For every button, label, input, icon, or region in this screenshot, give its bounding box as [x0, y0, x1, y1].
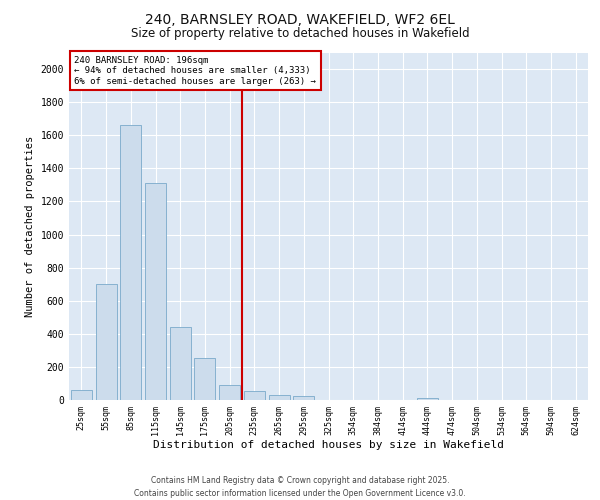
Bar [120, 126, 141, 400]
Bar [95, 284, 116, 400]
Bar [170, 327, 191, 400]
X-axis label: Distribution of detached houses by size in Wakefield: Distribution of detached houses by size … [153, 440, 504, 450]
Text: Contains HM Land Registry data © Crown copyright and database right 2025.
Contai: Contains HM Land Registry data © Crown c… [134, 476, 466, 498]
Bar [293, 396, 314, 400]
Bar [194, 358, 215, 400]
Bar [71, 390, 92, 400]
Text: 240 BARNSLEY ROAD: 196sqm
← 94% of detached houses are smaller (4,333)
6% of sem: 240 BARNSLEY ROAD: 196sqm ← 94% of detac… [74, 56, 316, 86]
Bar [244, 391, 265, 400]
Y-axis label: Number of detached properties: Number of detached properties [25, 136, 35, 317]
Bar [269, 395, 290, 400]
Text: 240, BARNSLEY ROAD, WAKEFIELD, WF2 6EL: 240, BARNSLEY ROAD, WAKEFIELD, WF2 6EL [145, 12, 455, 26]
Text: Size of property relative to detached houses in Wakefield: Size of property relative to detached ho… [131, 28, 469, 40]
Bar [417, 398, 438, 400]
Bar [145, 183, 166, 400]
Bar [219, 385, 240, 400]
